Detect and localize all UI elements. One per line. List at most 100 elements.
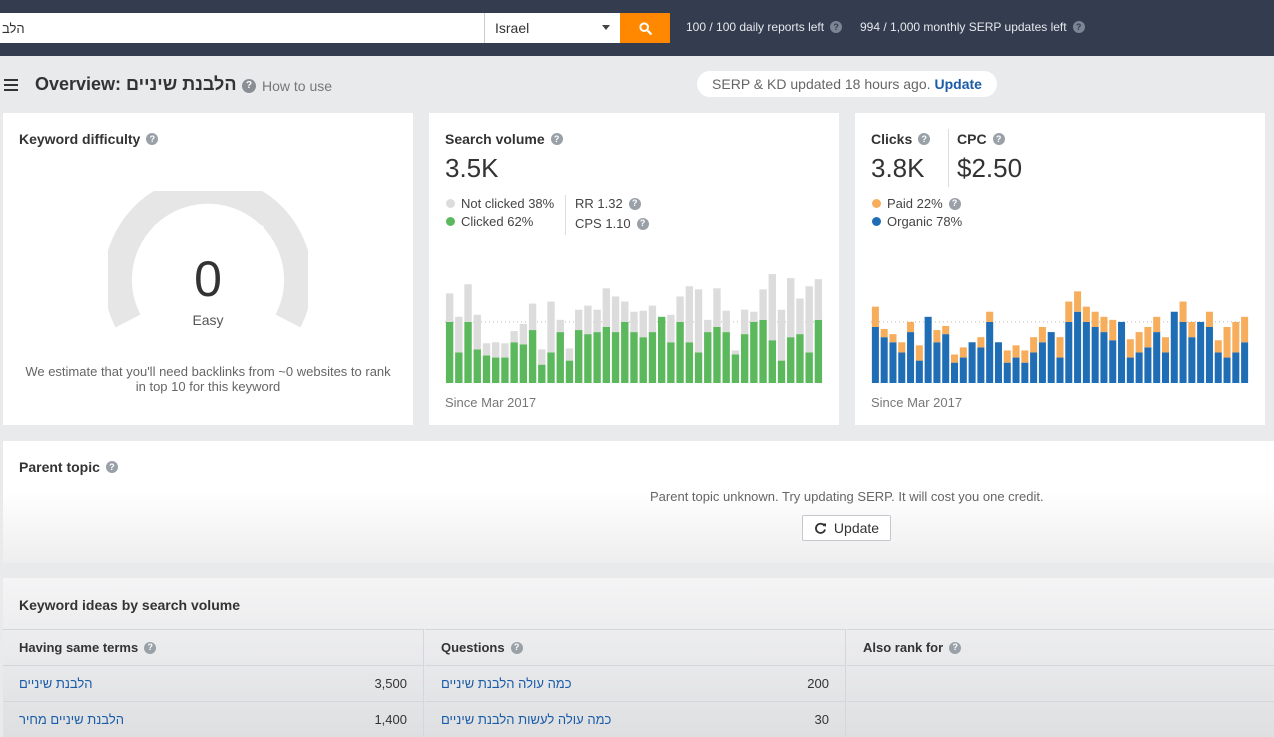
bar-organic[interactable] [1003,362,1011,383]
bar-organic[interactable] [1179,321,1187,383]
bar-not-clicked[interactable] [473,314,481,350]
bar-paid[interactable] [1021,350,1029,363]
bar-organic[interactable] [1197,321,1205,383]
bar-not-clicked[interactable] [528,303,537,331]
keyword-search-input[interactable] [0,13,484,43]
bar-not-clicked[interactable] [556,319,564,333]
bar-organic[interactable] [871,327,879,383]
bar-clicked[interactable] [547,352,555,383]
help-icon[interactable]: ? [628,197,641,210]
help-icon[interactable]: ? [510,641,523,654]
bar-organic[interactable] [1118,321,1126,383]
bar-clicked[interactable] [584,334,592,383]
bar-clicked[interactable] [722,332,730,383]
bar-paid[interactable] [1056,337,1064,358]
bar-paid[interactable] [1126,339,1134,358]
bar-organic[interactable] [1038,342,1046,383]
bar-not-clicked[interactable] [445,293,454,322]
bar-not-clicked[interactable] [667,314,675,343]
bar-organic[interactable] [994,342,1002,383]
serp-update-link[interactable]: Update [934,76,982,92]
menu-icon[interactable] [4,79,18,91]
bar-organic[interactable] [959,357,967,383]
bar-paid[interactable] [1232,321,1240,353]
bar-not-clicked[interactable] [538,349,546,365]
bar-clicked[interactable] [768,340,776,383]
bar-organic[interactable] [915,360,923,383]
help-icon[interactable]: ? [1072,21,1085,33]
bar-clicked[interactable] [639,337,647,383]
bar-paid[interactable] [1074,291,1082,312]
help-icon[interactable]: ? [830,21,843,33]
bar-organic[interactable] [1153,332,1161,383]
bar-paid[interactable] [1100,316,1108,333]
bar-not-clicked[interactable] [805,286,813,353]
help-icon[interactable]: ? [948,197,961,210]
bar-not-clicked[interactable] [676,296,684,322]
bar-clicked[interactable] [611,332,620,383]
bar-not-clicked[interactable] [787,278,795,338]
bar-clicked[interactable] [648,332,657,383]
bar-organic[interactable] [1082,321,1090,383]
bar-organic[interactable] [1012,357,1020,383]
bar-clicked[interactable] [805,352,813,383]
bar-organic[interactable] [1056,357,1064,383]
bar-not-clicked[interactable] [593,309,601,333]
bar-clicked[interactable] [704,332,712,383]
bar-clicked[interactable] [713,327,721,383]
bar-organic[interactable] [889,342,897,383]
bar-not-clicked[interactable] [565,348,574,361]
bar-not-clicked[interactable] [796,298,804,335]
bar-not-clicked[interactable] [814,279,823,320]
bar-not-clicked[interactable] [602,288,611,327]
bar-paid[interactable] [1179,301,1187,322]
bar-organic[interactable] [1047,332,1055,383]
bar-clicked[interactable] [685,342,694,383]
bar-organic[interactable] [1135,352,1143,383]
keyword-link[interactable]: הלבנת שיניים [19,676,93,691]
bar-clicked[interactable] [510,342,518,383]
bar-clicked[interactable] [777,360,786,383]
bar-not-clicked[interactable] [519,323,528,345]
bar-not-clicked[interactable] [722,310,730,333]
bar-not-clicked[interactable] [492,342,500,358]
bar-not-clicked[interactable] [648,305,657,333]
bar-organic[interactable] [986,321,994,383]
bar-organic[interactable] [1188,337,1196,383]
bar-paid[interactable] [1082,306,1090,322]
bar-not-clicked[interactable] [630,311,638,333]
bar-clicked[interactable] [750,321,758,383]
bar-clicked[interactable] [473,349,481,383]
bar-not-clicked[interactable] [501,343,509,358]
bar-not-clicked[interactable] [547,301,555,353]
bar-organic[interactable] [1021,362,1029,383]
bar-clicked[interactable] [740,334,749,383]
help-icon[interactable]: ? [144,641,157,654]
help-icon[interactable]: ? [949,641,962,654]
bar-paid[interactable] [871,306,879,327]
search-button[interactable] [620,13,670,43]
bar-clicked[interactable] [621,321,629,383]
bar-organic[interactable] [898,352,906,383]
bar-paid[interactable] [977,337,985,348]
bar-not-clicked[interactable] [731,350,740,355]
bar-paid[interactable] [1003,350,1011,363]
help-icon[interactable]: ? [146,133,159,145]
bar-paid[interactable] [1144,327,1152,348]
bar-clicked[interactable] [565,360,574,383]
bar-paid[interactable] [1109,319,1117,341]
bar-not-clicked[interactable] [455,316,463,353]
bar-organic[interactable] [1030,352,1038,383]
bar-organic[interactable] [907,332,915,383]
update-parent-topic-button[interactable]: Update [802,515,891,541]
bar-not-clicked[interactable] [759,289,767,320]
bar-clicked[interactable] [657,316,666,383]
bar-organic[interactable] [968,342,976,383]
bar-paid[interactable] [986,311,994,322]
bar-not-clicked[interactable] [575,309,583,331]
bar-clicked[interactable] [538,364,546,383]
bar-not-clicked[interactable] [704,319,712,333]
bar-clicked[interactable] [593,332,601,383]
bar-organic[interactable] [933,342,941,383]
bar-clicked[interactable] [676,321,684,383]
